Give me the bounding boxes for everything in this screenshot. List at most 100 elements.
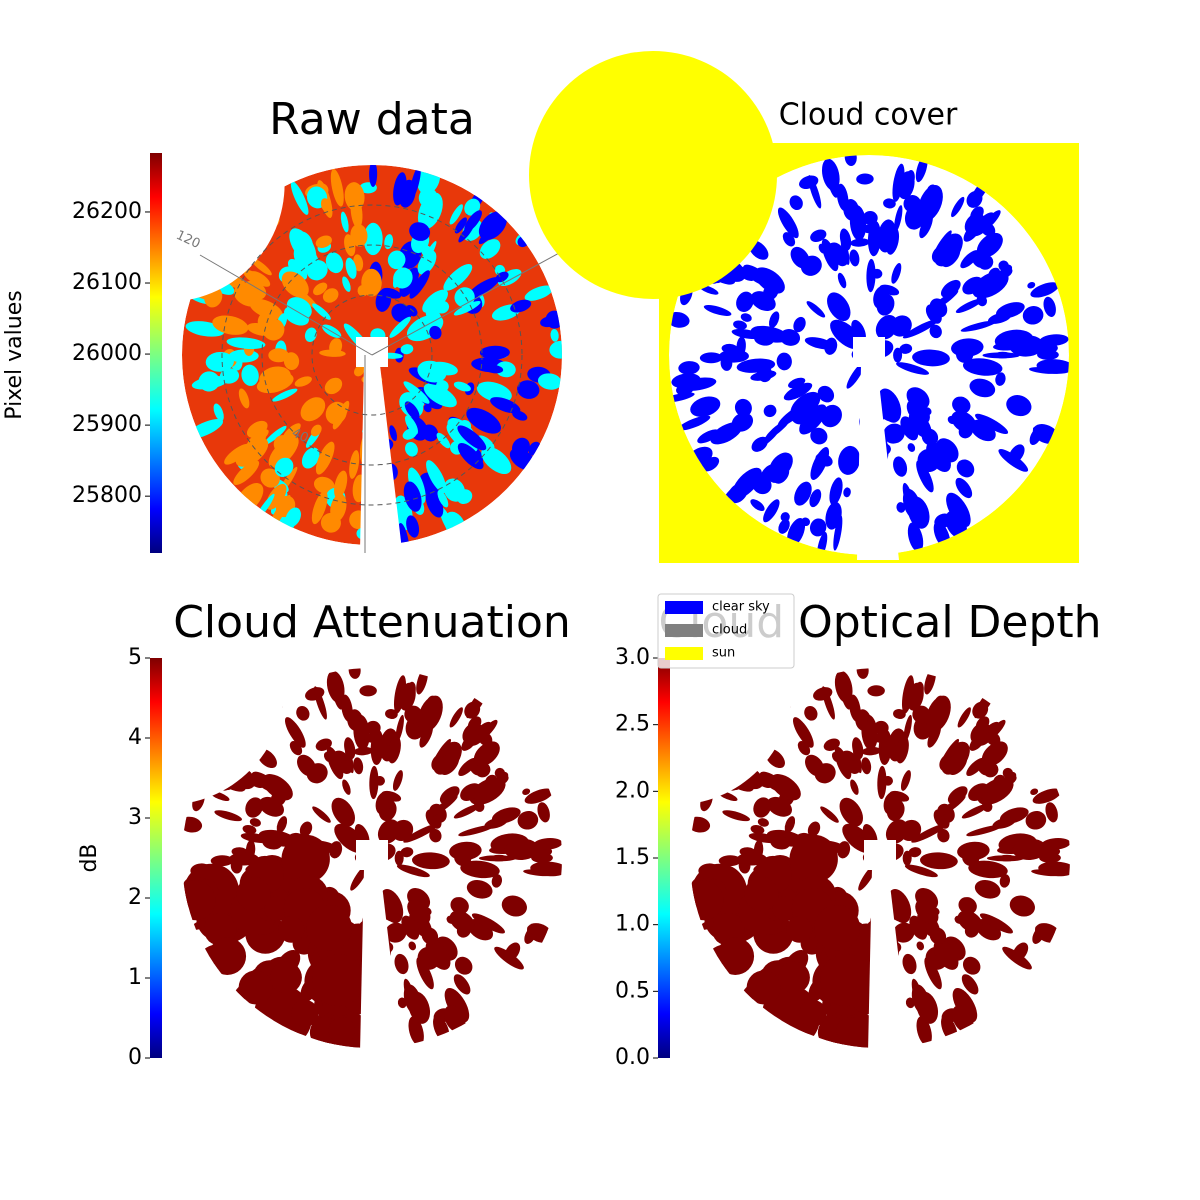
- texture: [778, 961, 810, 994]
- texture: [872, 733, 890, 743]
- texture: [772, 896, 797, 921]
- texture: [311, 491, 328, 525]
- texture: [1032, 426, 1056, 440]
- polar-grid: [311, 294, 433, 416]
- texture: [510, 299, 532, 313]
- texture: [744, 876, 779, 911]
- texture: [437, 490, 449, 508]
- texture: [281, 271, 309, 298]
- texture: [263, 425, 287, 445]
- texture: [436, 432, 451, 449]
- texture: [537, 373, 562, 390]
- texture: [464, 198, 481, 216]
- texture: [384, 922, 407, 943]
- texture: [349, 450, 360, 479]
- texture: [454, 217, 467, 234]
- texture: [272, 388, 298, 402]
- texture: [916, 991, 939, 1024]
- texture: [396, 864, 430, 878]
- texture: [296, 705, 310, 721]
- texture: [429, 325, 442, 340]
- colorbar-tick-label: 1: [128, 965, 142, 990]
- texture: [219, 368, 240, 384]
- texture: [313, 686, 327, 720]
- texture: [285, 507, 301, 527]
- texture: [249, 818, 261, 827]
- texture: [315, 738, 332, 751]
- colorbar-tick-label: 26200: [72, 199, 142, 224]
- texture: [750, 499, 765, 512]
- texture: [966, 825, 1002, 837]
- texture: [861, 747, 882, 756]
- texture: [972, 701, 989, 719]
- texture: [404, 705, 423, 724]
- texture: [933, 939, 959, 970]
- texture: [409, 270, 430, 299]
- texture: [471, 913, 506, 934]
- texture: [940, 279, 961, 298]
- texture: [357, 285, 368, 297]
- texture: [345, 257, 357, 279]
- texture: [823, 738, 840, 751]
- colorbar-tick-label: 2.5: [615, 712, 650, 737]
- texture: [926, 441, 951, 472]
- texture: [530, 861, 562, 877]
- texture: [389, 316, 411, 338]
- colorbar-tick-label: 26100: [72, 270, 142, 295]
- texture: [946, 492, 971, 528]
- texture: [961, 974, 979, 995]
- sun-mask: [853, 337, 885, 367]
- texture: [310, 424, 322, 437]
- colorbar-tick-label: 3.0: [615, 645, 650, 670]
- texture: [1039, 334, 1069, 347]
- texture: [460, 783, 481, 801]
- texture: [393, 267, 413, 289]
- texture: [918, 184, 943, 222]
- texture: [432, 738, 452, 767]
- texture: [817, 385, 835, 403]
- texture: [947, 786, 968, 804]
- texture: [820, 404, 842, 428]
- texture: [446, 915, 456, 924]
- texture: [484, 364, 504, 374]
- colorbar-tick-label: 0.5: [615, 978, 650, 1003]
- texture: [517, 810, 539, 830]
- texture: [400, 847, 414, 858]
- texture: [916, 941, 925, 951]
- texture: [806, 301, 826, 318]
- texture: [968, 860, 1008, 879]
- texture: [891, 263, 902, 284]
- texture: [955, 298, 983, 314]
- texture: [753, 840, 764, 860]
- texture: [458, 757, 478, 777]
- texture: [690, 396, 721, 417]
- texture: [962, 358, 1003, 376]
- texture: [907, 496, 930, 529]
- texture: [369, 765, 379, 800]
- texture: [484, 817, 508, 829]
- colorbar-tick-label: 25800: [72, 483, 142, 508]
- texture: [1012, 838, 1047, 861]
- texture: [977, 777, 1014, 805]
- texture: [951, 410, 977, 433]
- texture: [814, 905, 861, 951]
- texture: [952, 1005, 974, 1033]
- texture: [1045, 802, 1058, 823]
- texture: [810, 229, 827, 242]
- shadow-band: [868, 868, 910, 1053]
- shadow-band: [360, 868, 402, 1053]
- texture: [690, 880, 724, 921]
- texture: [264, 896, 289, 921]
- texture: [911, 823, 947, 843]
- texture: [286, 297, 312, 320]
- texture: [861, 757, 872, 775]
- texture: [182, 880, 216, 921]
- texture: [956, 459, 975, 478]
- colorbar-tick-label: 1.5: [615, 845, 650, 870]
- texture: [766, 796, 793, 817]
- texture: [799, 404, 827, 435]
- texture: [443, 264, 473, 291]
- texture: [777, 405, 805, 428]
- texture: [924, 957, 942, 990]
- texture: [478, 855, 517, 862]
